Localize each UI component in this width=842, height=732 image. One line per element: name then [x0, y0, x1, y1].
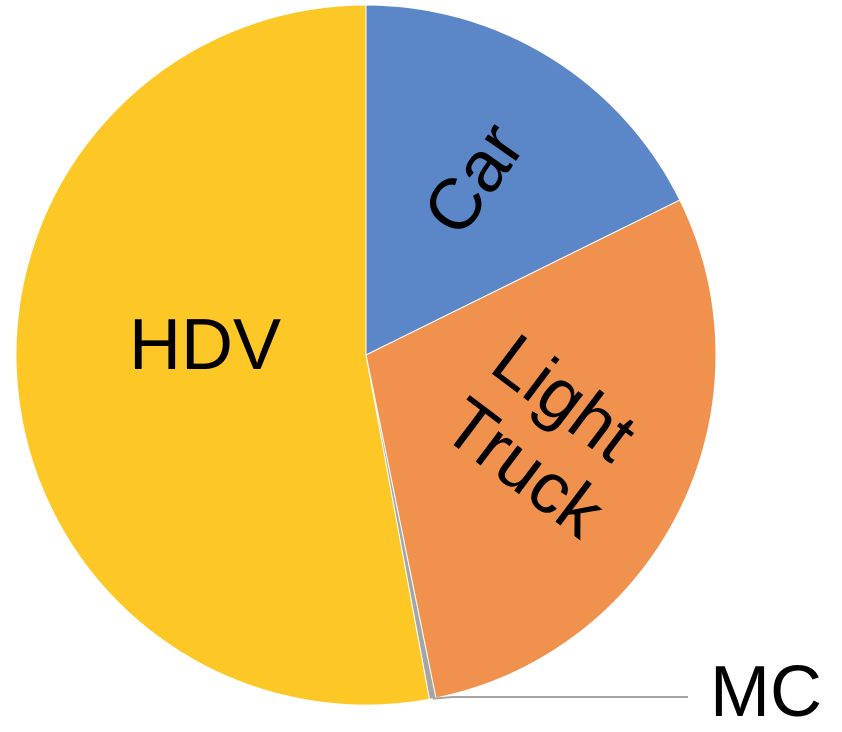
- pie-slice: [365, 4, 681, 356]
- slice-label: MC: [710, 652, 822, 732]
- slice-label: HDV: [129, 305, 281, 385]
- pie-slice: [365, 199, 717, 699]
- pie-slice: [15, 4, 431, 706]
- leader-line: [432, 696, 688, 700]
